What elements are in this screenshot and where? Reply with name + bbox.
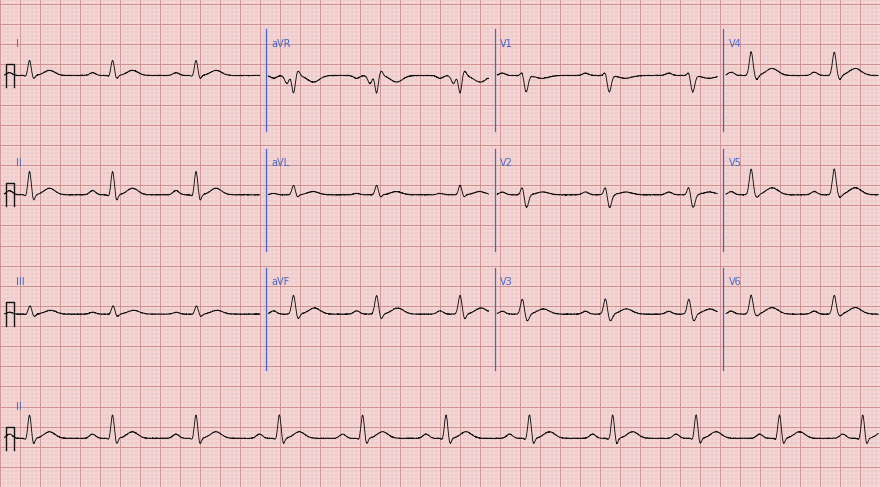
- Text: II: II: [16, 401, 22, 412]
- Text: V2: V2: [500, 158, 513, 168]
- Text: V1: V1: [500, 38, 512, 49]
- Text: V6: V6: [729, 277, 741, 287]
- Text: aVF: aVF: [271, 277, 290, 287]
- Text: II: II: [16, 158, 22, 168]
- Text: aVR: aVR: [271, 38, 290, 49]
- Text: V5: V5: [729, 158, 742, 168]
- Text: III: III: [16, 277, 25, 287]
- Text: V3: V3: [500, 277, 512, 287]
- Text: aVL: aVL: [271, 158, 290, 168]
- Text: V4: V4: [729, 38, 741, 49]
- Text: I: I: [16, 38, 18, 49]
